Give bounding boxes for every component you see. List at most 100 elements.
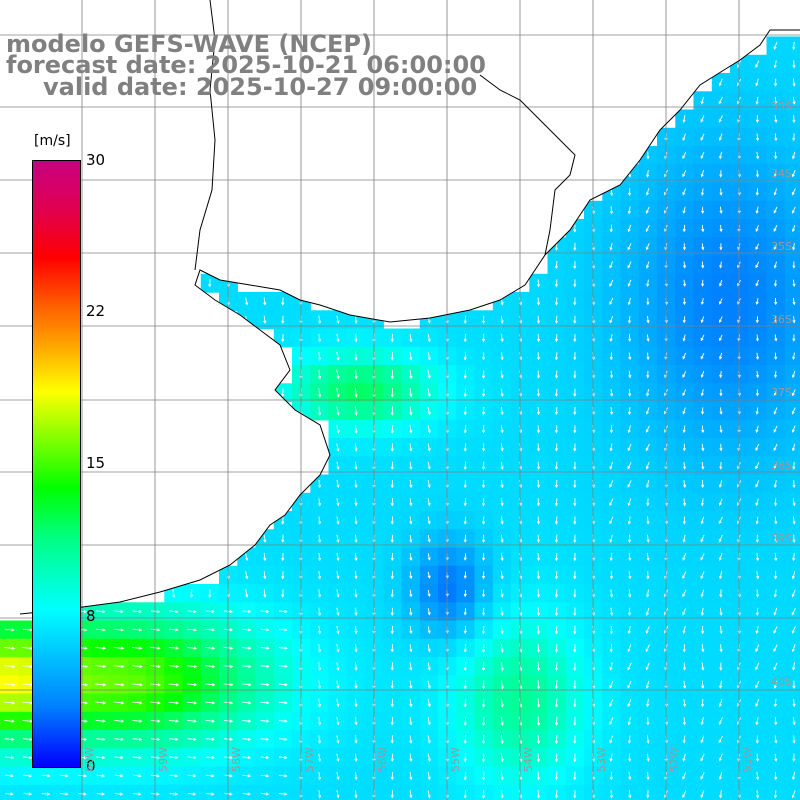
wind-arrow [536, 425, 541, 434]
lat-label-40s: 40S [771, 675, 792, 688]
wind-arrow [774, 552, 778, 562]
wind-arrow [682, 316, 686, 324]
wind-arrow [500, 771, 504, 781]
wind-arrow [318, 388, 322, 398]
field-cell [620, 784, 640, 800]
field-cell [675, 529, 695, 549]
wind-arrow [409, 607, 413, 616]
wind-arrow [701, 243, 705, 251]
wind-arrow [719, 662, 723, 671]
wind-arrow [463, 534, 467, 543]
wind-arrow [792, 717, 796, 726]
wind-arrow [682, 371, 687, 378]
wind-arrow [168, 719, 179, 723]
wind-arrow [573, 735, 577, 745]
wind-arrow [719, 443, 723, 452]
wind-arrow [646, 771, 650, 781]
wind-arrow [627, 699, 632, 707]
wind-arrow [627, 480, 632, 488]
wind-arrow [719, 224, 723, 233]
wind-arrow [701, 261, 705, 269]
wind-arrow [792, 516, 796, 525]
wind-arrow [481, 680, 486, 690]
wind-arrow [260, 609, 270, 614]
field-cell [784, 109, 800, 129]
wind-arrow [700, 498, 704, 507]
wind-arrow [791, 607, 796, 616]
wind-arrow [4, 737, 15, 741]
wind-arrow [536, 534, 541, 543]
field-cell [255, 784, 275, 800]
wind-arrow [263, 571, 267, 580]
wind-arrow [208, 279, 212, 288]
field-cell [784, 584, 800, 603]
wind-arrow [627, 279, 632, 287]
wind-arrow [554, 461, 559, 470]
wind-arrow [755, 626, 759, 635]
lon-label-57w: 57W [303, 747, 316, 772]
wind-arrow [573, 498, 577, 507]
lat-label-38s: 38S [771, 459, 792, 472]
wind-arrow [718, 298, 723, 305]
field-cell [693, 547, 713, 567]
wind-arrow [205, 701, 216, 705]
wind-arrow [263, 552, 267, 562]
wind-arrow [554, 790, 559, 799]
wind-arrow [609, 753, 613, 762]
wind-arrow [390, 771, 394, 781]
wind-arrow [718, 498, 723, 506]
wind-arrow [792, 78, 796, 87]
wind-arrow [206, 774, 215, 778]
wind-arrow [205, 683, 216, 687]
lat-label-33s: 33S [771, 100, 792, 113]
wind-arrow [260, 664, 270, 668]
field-cell [675, 419, 695, 439]
wind-arrow [627, 206, 631, 215]
lat-label-34s: 34S [771, 167, 792, 180]
wind-arrow [573, 224, 577, 233]
wind-arrow [187, 774, 197, 778]
wind-arrow [409, 717, 413, 726]
wind-arrow [774, 735, 778, 744]
wind-arrow [609, 315, 614, 324]
wind-arrow [354, 571, 358, 580]
colorbar-tick-8: 8 [86, 607, 96, 625]
wind-arrow [336, 424, 340, 434]
wind-arrow [773, 261, 777, 269]
wind-arrow [554, 425, 559, 434]
wind-arrow [132, 646, 143, 650]
wind-arrow [242, 646, 252, 650]
wind-arrow [187, 756, 197, 760]
wind-arrow [354, 607, 358, 616]
wind-arrow [500, 553, 504, 562]
wind-arrow [95, 646, 107, 650]
field-cell [638, 456, 658, 476]
wind-arrow [755, 225, 759, 232]
wind-arrow [774, 151, 778, 160]
wind-arrow [536, 352, 541, 361]
wind-arrow [95, 701, 107, 705]
wind-arrow [409, 498, 413, 507]
field-cell [730, 91, 749, 111]
field-cell [766, 620, 786, 640]
wind-arrow [718, 553, 723, 561]
wind-arrow [682, 115, 686, 124]
wind-arrow [682, 625, 686, 635]
wind-arrow [628, 771, 632, 781]
wind-arrow [683, 698, 687, 708]
wind-arrow [281, 516, 285, 525]
wind-arrow [792, 133, 796, 142]
wind-arrow [554, 279, 559, 288]
wind-arrow [169, 774, 179, 778]
wind-arrow [172, 589, 176, 598]
wind-arrow [336, 369, 340, 380]
wind-arrow [774, 316, 778, 324]
wind-arrow [336, 333, 340, 343]
wind-arrow [755, 261, 760, 269]
wind-arrow [554, 643, 559, 653]
map-title-forecast-date: forecast date: 2025-10-21 06:00:00 [6, 51, 486, 79]
wind-arrow [206, 792, 215, 796]
wind-arrow [682, 389, 687, 397]
wind-arrow [354, 479, 358, 489]
land-mask [0, 0, 800, 618]
